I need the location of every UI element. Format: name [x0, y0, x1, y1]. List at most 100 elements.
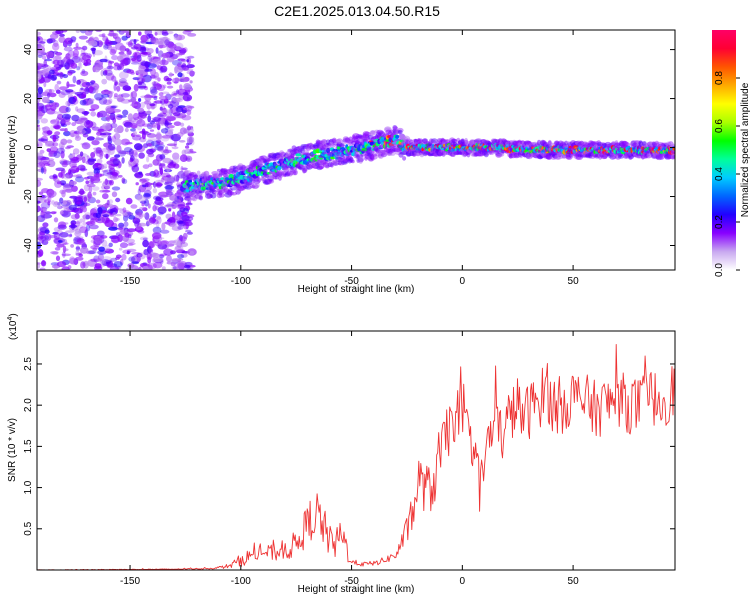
spectrogram-noise-blob [140, 40, 146, 44]
spectrogram-noise-blob [124, 232, 130, 238]
spectrogram-noise-blob [37, 124, 40, 128]
spectrogram-noise-blob [152, 159, 160, 166]
spectrogram-noise-blob [46, 38, 53, 44]
spectrogram-noise-blob [75, 201, 82, 205]
spectrogram-noise-blob [61, 189, 66, 198]
spectrogram-noise-blob [116, 30, 121, 33]
spectrogram-noise-blob [152, 187, 158, 194]
spectrogram-noise-blob [71, 122, 77, 127]
spectrogram-noise-blob [163, 75, 170, 82]
spectrogram-noise-blob [134, 143, 143, 151]
spectrogram-noise-blob [75, 42, 79, 48]
spectrogram-x-ticks: -150 -100 -50 0 50 [120, 30, 579, 287]
spectrogram-noise-blob [102, 214, 110, 218]
spectrogram-noise-blob [104, 203, 108, 210]
spectrogram-noise-blob [37, 205, 41, 213]
spectrogram-noise-blob [68, 204, 77, 211]
spectrogram-noise-blob [107, 32, 117, 37]
spectrogram-noise-blob [45, 235, 49, 242]
spectrogram-noise-blob [38, 161, 43, 166]
spectrogram-noise-blob [145, 173, 152, 176]
spectrogram-noise-blob [185, 145, 190, 149]
spectrogram-noise-blob [167, 43, 177, 49]
colorbar-gradient [712, 30, 736, 270]
spectrogram-noise-blob [80, 120, 87, 127]
spectrogram-noise-blob [99, 58, 108, 63]
spectrogram-noise-blob [40, 202, 51, 209]
spectrogram-noise-blob [161, 266, 166, 270]
spectrogram-noise-blob [157, 242, 167, 245]
spectrogram-noise-blob [167, 129, 174, 135]
spectrogram-noise-blob [165, 190, 173, 197]
spectrogram-noise-blob [108, 60, 115, 64]
spectrogram-noise-blob [60, 211, 64, 215]
spectrogram-noise-blob [62, 183, 73, 192]
spectrogram-noise-blob [38, 249, 44, 257]
spectrogram-noise-blob [97, 164, 104, 168]
spectrogram-noise-blob [101, 33, 106, 38]
spectrogram-noise-blob [86, 183, 96, 188]
spectrogram-noise-blob [138, 211, 142, 218]
spectrogram-noise-blob [82, 133, 89, 138]
spectrogram-noise-blob [94, 86, 99, 94]
spectrogram-noise-blob [158, 92, 164, 97]
spectrogram-noise-blob [40, 166, 45, 174]
spectrogram-noise-blob [150, 215, 156, 220]
spectrogram-noise-blob [93, 50, 103, 56]
spectrogram-noise-blob [105, 248, 114, 254]
spectrogram-noise-blob [76, 220, 80, 227]
spectrogram-noise-blob [102, 193, 109, 200]
spectrogram-noise-blob [82, 206, 87, 213]
spectrogram-noise-blob [57, 224, 67, 230]
spectrogram-noise-blob [172, 239, 182, 246]
spectrogram-noise-blob [98, 253, 104, 261]
spectrogram-noise-blob [185, 216, 194, 222]
spectrogram-noise-blob [118, 247, 123, 251]
spectrogram-noise-blob [102, 169, 113, 177]
spectrogram-noise-blob [89, 224, 99, 230]
x-tick-label: -100 [231, 576, 251, 587]
spectrogram-noise-blob [130, 71, 135, 75]
spectrogram-noise-blob [113, 127, 124, 134]
spectrogram-noise-blob [49, 69, 55, 75]
spectrogram-noise-blob [37, 152, 44, 159]
spectrogram-noise-blob [164, 221, 171, 225]
spectrogram-noise-blob [103, 180, 108, 185]
snr-scale-exponent: 4 [7, 317, 14, 321]
spectrogram-noise-blob [37, 119, 40, 124]
spectrogram-noise-blob [58, 92, 66, 98]
spectrogram-noise-blob [66, 65, 73, 70]
spectrogram-noise-blob [60, 117, 67, 124]
spectrogram-noise-blob [113, 95, 118, 100]
spectrogram-noise-blob [138, 171, 143, 175]
spectrogram-noise-blob [44, 211, 52, 215]
spectrogram-noise-blob [142, 262, 148, 266]
spectrogram-noise-blob [174, 42, 184, 51]
spectrogram-noise-blob [66, 145, 74, 148]
spectrogram-noise-blob [176, 184, 184, 191]
spectrogram-ridge-halo [351, 159, 355, 164]
spectrogram-noise-blob [156, 84, 166, 92]
spectrogram-ridge-cell [295, 153, 302, 157]
spectrogram-noise-blob [71, 56, 81, 63]
spectrogram-noise-blob [130, 204, 138, 209]
spectrogram-noise-blob [181, 115, 192, 121]
spectrogram-noise-blob [135, 70, 145, 74]
spectrogram-noise-blob [39, 267, 46, 270]
spectrogram-noise-blob [164, 39, 170, 46]
spectrogram-noise-blob [107, 135, 112, 142]
spectrogram-noise-blob [162, 149, 172, 154]
spectrogram-noise-blob [47, 73, 52, 80]
spectrogram-noise-blob [125, 141, 133, 145]
spectrogram-noise-blob [63, 242, 69, 245]
snr-x-label: Height of straight line (km) [298, 584, 415, 595]
spectrogram-noise-blob [84, 229, 89, 238]
spectrogram-noise-blob [155, 121, 160, 126]
spectrogram-noise-blob [113, 93, 118, 98]
spectrogram-noise-blob [151, 219, 159, 225]
spectrogram-noise-blob [60, 150, 65, 159]
spectrogram-noise-blob [168, 58, 175, 63]
spectrogram-noise-blob [138, 31, 142, 36]
spectrogram-noise-blob [159, 154, 166, 160]
spectrogram-noise-blob [91, 47, 96, 55]
